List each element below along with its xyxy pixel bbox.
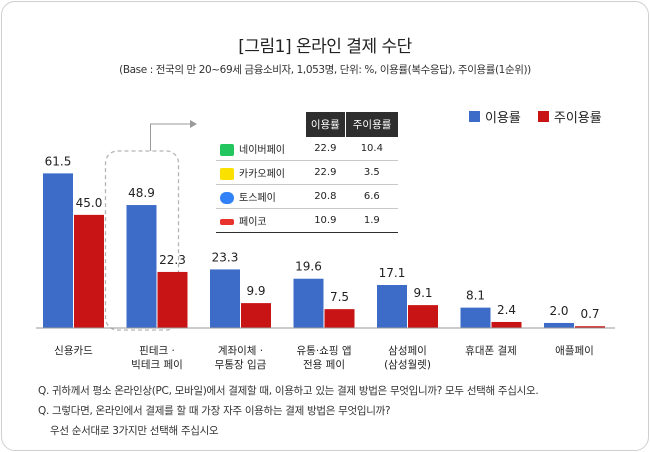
row-label: 페이코 [239, 217, 267, 228]
highlight-connector [150, 123, 190, 151]
category-label: 신용카드 [54, 345, 93, 357]
category-label: 애플페이 [555, 345, 594, 357]
data-label: 8.1 [466, 289, 485, 303]
data-label: 61.5 [45, 154, 72, 168]
highlight-box [104, 150, 180, 331]
category-label: 전용 페이 [303, 359, 345, 371]
bar-main-usage [74, 214, 104, 328]
data-label: 7.5 [330, 290, 349, 304]
bar-usage [377, 285, 407, 328]
question-2-continued: 우선 순서대로 3가지만 선택해 주십시오 [50, 425, 219, 437]
bar-usage [544, 322, 574, 328]
data-label: 22.3 [159, 253, 186, 267]
bar-main-usage [491, 321, 522, 328]
legend-label-usage: 이용률 [485, 111, 521, 126]
category-label: 핀테크 · [139, 345, 175, 357]
table-cell-usage: 20.8 [305, 184, 346, 209]
table-row: 네이버페이 22.9 10.4 [216, 137, 398, 161]
table-cell-name: 페이코 [216, 208, 305, 233]
legend-label-main-usage: 주이용률 [553, 111, 602, 126]
legend: 이용률 주이용률 [469, 107, 619, 126]
table-cell-usage: 22.9 [305, 137, 346, 161]
table-cell-main-usage: 6.6 [345, 184, 398, 209]
fintech-breakdown-table: 이용률 주이용률 네이버페이 22.9 10.4 카카오페이 22.9 3.5 … [216, 112, 398, 233]
table-header-main-usage: 주이용률 [345, 112, 398, 137]
row-label: 카카오페이 [239, 169, 285, 180]
category-label: (삼성월렛) [384, 359, 431, 371]
data-label: 17.1 [379, 266, 406, 280]
legend-swatch-usage [469, 111, 480, 122]
category-label: 계좌이체 · [218, 345, 263, 357]
bar-main-usage [324, 309, 355, 328]
connector-arrow [190, 120, 197, 128]
table-cell-main-usage: 1.9 [345, 208, 398, 233]
table-cell-usage: 22.9 [305, 160, 346, 185]
payco-icon [220, 219, 234, 225]
bar-main-usage [575, 326, 605, 328]
bar-usage [43, 173, 73, 328]
table-header-usage: 이용률 [304, 112, 346, 137]
category-label: 무통장 입금 [215, 358, 267, 371]
table-row: 페이코 10.9 1.9 [216, 208, 398, 233]
table-cell-main-usage: 10.4 [345, 137, 398, 161]
data-label: 45.0 [76, 196, 103, 210]
category-label: 유통·쇼핑 앱 [297, 345, 352, 357]
question-1: Q. 귀하께서 평소 온라인상(PC, 모바일)에서 결제할 때, 이용하고 있… [38, 385, 539, 397]
bar-usage [460, 307, 491, 328]
row-label: 토스페이 [239, 193, 276, 204]
bar-usage [210, 269, 240, 328]
tosspay-icon [220, 192, 234, 204]
chart-subtitle: (Base : 전국의 만 20~69세 금융소비자, 1,053명, 단위: … [119, 64, 531, 76]
table-row: 토스페이 20.8 6.6 [216, 184, 398, 209]
data-label: 23.3 [212, 250, 239, 264]
question-2: Q. 그렇다면, 온라인에서 결제를 할 때 가장 자주 이용하는 결제 방법은… [38, 405, 391, 417]
data-label: 48.9 [128, 186, 155, 200]
legend-item-main-usage: 주이용률 [537, 107, 602, 126]
naverpay-icon [220, 144, 234, 156]
table-cell-name: 카카오페이 [216, 160, 305, 185]
table-cell-main-usage: 3.5 [345, 160, 398, 185]
table-cell-name: 네이버페이 [216, 137, 305, 161]
data-label: 9.1 [413, 286, 432, 300]
bar-usage [293, 278, 324, 328]
table-row: 카카오페이 22.9 3.5 [216, 160, 398, 185]
bar-usage [126, 205, 157, 328]
data-label: 19.6 [295, 260, 322, 274]
table-cell-usage: 10.9 [305, 208, 346, 233]
bar-main-usage [241, 303, 271, 328]
data-label: 9.9 [246, 284, 265, 298]
data-label: 2.0 [549, 304, 568, 318]
category-label: 빅테크 페이 [131, 359, 183, 371]
survey-questions: Q. 귀하께서 평소 온라인상(PC, 모바일)에서 결제할 때, 이용하고 있… [38, 381, 539, 441]
kakaopay-icon [220, 168, 234, 180]
legend-item-usage: 이용률 [469, 107, 521, 126]
category-label: 삼성페이 [388, 345, 427, 357]
data-label: 0.7 [580, 307, 599, 321]
legend-swatch-main-usage [537, 111, 549, 122]
chart-title: [그림1] 온라인 결제 수단 [238, 37, 412, 57]
bar-main-usage [408, 305, 438, 328]
data-label: 2.4 [497, 303, 516, 317]
category-label: 휴대폰 결제 [465, 345, 517, 357]
table-cell-name: 토스페이 [216, 184, 305, 209]
row-label: 네이버페이 [239, 145, 285, 156]
bar-main-usage [157, 271, 188, 328]
table-header-blank [216, 112, 305, 137]
